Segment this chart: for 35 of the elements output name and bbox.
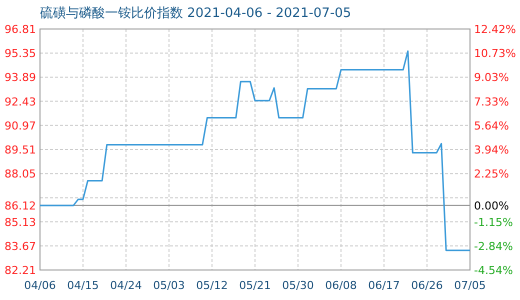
line-series	[39, 50, 471, 252]
x-tick-label: 05/30	[282, 279, 314, 292]
y-tick-label: 85.13	[4, 216, 36, 229]
y-tick-label: 89.51	[4, 144, 36, 156]
x-tick-label: 05/03	[153, 279, 185, 292]
y2-tick-label: 0.00%	[474, 199, 509, 212]
y2-tick-label: -1.15%	[474, 216, 513, 229]
y2-tick-label: 12.42%	[474, 23, 516, 36]
x-tick-label: 06/26	[411, 279, 443, 292]
chart-title: 硫磺与磷酸一铵比价指数 2021-04-06 - 2021-07-05	[40, 6, 352, 21]
x-tick-label: 06/17	[368, 279, 400, 292]
y-tick-label: 82.21	[4, 264, 36, 277]
y2-tick-label: 5.64%	[474, 119, 509, 132]
y2-tick-label: -4.54%	[474, 264, 513, 277]
y-tick-label: 83.67	[4, 240, 36, 253]
y2-tick-label: 2.25%	[474, 168, 509, 181]
y-tick-label: 90.97	[4, 119, 36, 132]
y-tick-label: 93.89	[4, 71, 36, 84]
y2-tick-label: -2.84%	[474, 240, 513, 253]
y-tick-label: 88.05	[4, 168, 36, 181]
y2-tick-label: 3.94%	[474, 144, 509, 156]
x-tick-label: 05/21	[239, 279, 271, 292]
x-tick-label: 04/15	[67, 279, 99, 292]
y-tick-label: 92.43	[4, 95, 36, 108]
y2-tick-label: 7.33%	[474, 95, 509, 108]
x-tick-label: 07/05	[454, 279, 486, 292]
y-tick-label: 95.35	[4, 47, 36, 60]
x-tick-label: 04/06	[24, 279, 56, 292]
x-tick-label: 06/08	[325, 279, 357, 292]
x-tick-label: 04/24	[110, 279, 142, 292]
y2-tick-label: 10.73%	[474, 47, 516, 60]
x-tick-label: 05/12	[196, 279, 228, 292]
y-tick-label: 86.12	[4, 199, 36, 212]
y2-tick-label: 9.03%	[474, 71, 509, 84]
y-tick-label: 96.81	[4, 23, 36, 36]
